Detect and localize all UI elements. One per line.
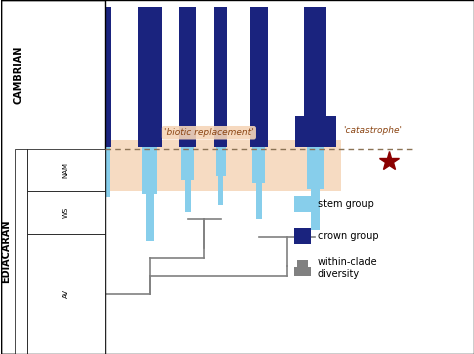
Bar <box>253 147 265 183</box>
Text: within-clade
diversity: within-clade diversity <box>318 257 377 279</box>
Text: stem group: stem group <box>318 199 374 210</box>
Bar <box>214 7 228 147</box>
Bar <box>0 0 105 354</box>
Bar <box>294 228 310 244</box>
Bar <box>142 147 157 194</box>
Polygon shape <box>294 260 310 276</box>
Text: 'catastrophe': 'catastrophe' <box>343 126 402 135</box>
Bar <box>250 7 268 147</box>
Bar <box>27 191 105 234</box>
Bar <box>55 147 73 233</box>
Text: crown group: crown group <box>318 231 378 241</box>
Bar <box>304 7 327 116</box>
Bar <box>216 147 226 176</box>
Bar <box>255 183 262 219</box>
Bar <box>27 149 105 191</box>
Text: 'biotic replacement': 'biotic replacement' <box>164 128 254 137</box>
Bar <box>94 7 110 147</box>
Bar <box>311 188 319 230</box>
Bar <box>218 176 223 205</box>
Bar <box>138 7 162 147</box>
Bar <box>105 140 341 191</box>
Bar <box>27 234 105 354</box>
Text: WS: WS <box>63 207 69 218</box>
Bar <box>182 147 194 180</box>
Bar <box>95 147 110 198</box>
Bar <box>179 7 196 147</box>
Bar <box>146 194 154 241</box>
Bar <box>184 180 191 212</box>
Bar <box>15 149 27 354</box>
Text: CAMBRIAN: CAMBRIAN <box>14 45 24 103</box>
Bar <box>294 196 310 212</box>
Text: NAM: NAM <box>63 162 69 178</box>
Bar <box>60 233 69 319</box>
Bar <box>307 147 324 189</box>
Text: AV: AV <box>63 289 69 298</box>
Bar <box>99 198 106 248</box>
Bar <box>295 116 336 147</box>
Text: EDIACARAN: EDIACARAN <box>1 219 11 283</box>
Bar <box>60 7 69 147</box>
